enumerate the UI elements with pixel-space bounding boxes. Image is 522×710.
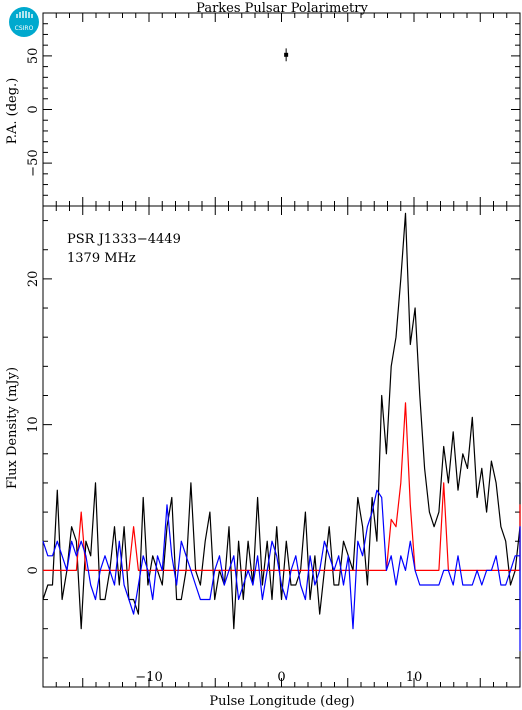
pa-point bbox=[284, 52, 289, 57]
csiro-logo-icon bbox=[9, 7, 39, 37]
csiro-logo-bars bbox=[16, 11, 33, 18]
profile-xlabel: Pulse Longitude (deg) bbox=[209, 694, 354, 709]
profile-panel-frame bbox=[42, 205, 521, 688]
pa-ticks: −50 0 50 bbox=[26, 12, 521, 207]
csiro-logo-text: CSIRO bbox=[15, 25, 34, 32]
linear-polarization-line bbox=[43, 402, 521, 572]
profile-ticks: 0 10 20 −10 0 10 bbox=[26, 206, 521, 688]
pa-points bbox=[284, 48, 289, 62]
csiro-logo: CSIRO bbox=[9, 7, 39, 37]
pa-panel-frame bbox=[42, 12, 521, 207]
psr-name-annotation: PSR J1333−4449 bbox=[67, 232, 181, 247]
profile-ytick-label: 10 bbox=[26, 416, 41, 433]
pa-ytick-label: −50 bbox=[26, 149, 41, 176]
profile-xtick-label: 0 bbox=[277, 670, 285, 685]
chart-title: Parkes Pulsar Polarimetry bbox=[196, 1, 368, 16]
profile-ytick-label: 0 bbox=[26, 566, 41, 574]
profile-ytick-label: 20 bbox=[26, 271, 41, 288]
pa-ytick-label: 50 bbox=[26, 48, 41, 65]
circular-polarization-line bbox=[42, 489, 521, 652]
pa-ytick-label: 0 bbox=[26, 105, 41, 113]
profile-xtick-label: 10 bbox=[406, 670, 423, 685]
pa-ylabel: P.A. (deg.) bbox=[5, 78, 20, 145]
profile-series bbox=[42, 212, 521, 652]
profile-ylabel: Flux Density (mJy) bbox=[5, 367, 20, 489]
profile-xtick-label: −10 bbox=[135, 670, 162, 685]
frequency-annotation: 1379 MHz bbox=[67, 251, 136, 266]
